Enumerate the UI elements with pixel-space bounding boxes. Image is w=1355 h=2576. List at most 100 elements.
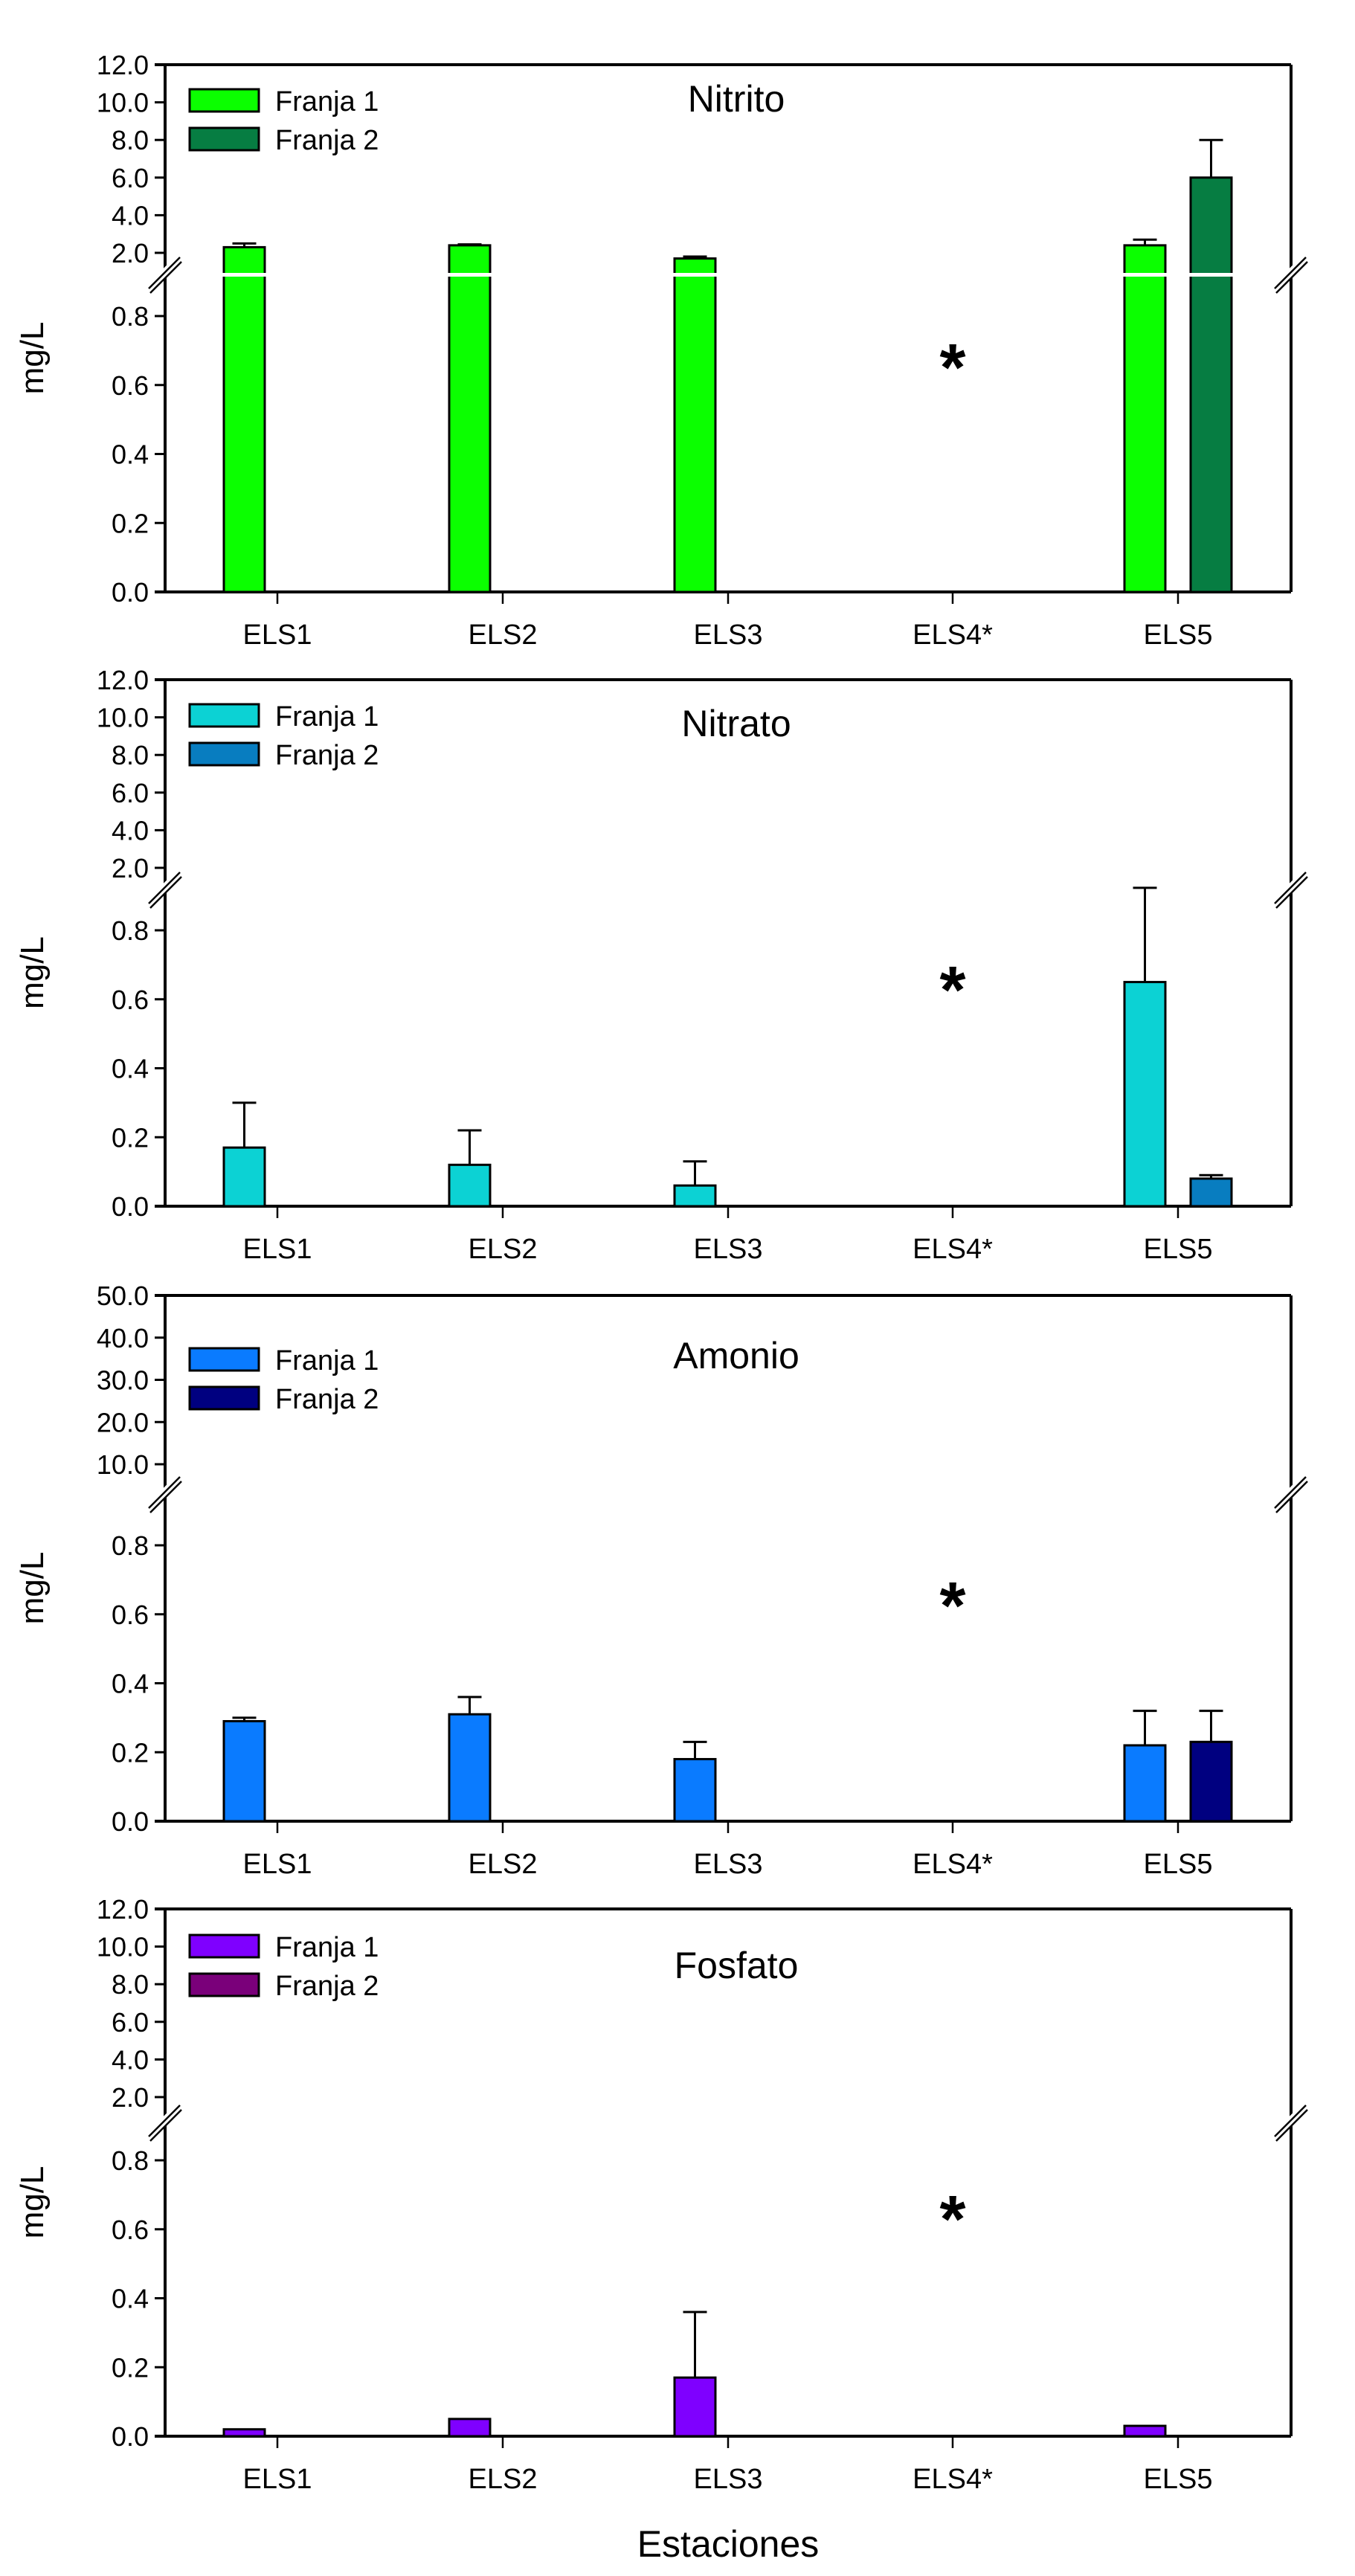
legend-label: Franja 1 xyxy=(275,1932,379,1963)
bar xyxy=(222,1720,266,1823)
y-tick-label: 0.6 xyxy=(112,2215,149,2245)
axis-break-line xyxy=(149,2109,182,2142)
y-tick-label: 40.0 xyxy=(97,1323,149,1353)
x-tick-label: ELS1 xyxy=(243,1849,312,1880)
y-tick-label: 4.0 xyxy=(112,2044,149,2075)
y-tick-label: 12.0 xyxy=(97,50,149,80)
axis-break-line xyxy=(148,872,181,904)
bar-break-gap xyxy=(673,273,717,277)
chart-title: Nitrito xyxy=(688,78,785,120)
axis-break-line xyxy=(1274,257,1307,289)
x-axis-label: Estaciones xyxy=(637,2523,820,2565)
bar xyxy=(1123,1744,1167,1823)
axis-break-line xyxy=(149,261,182,294)
y-tick-label: 2.0 xyxy=(112,853,149,883)
x-tick-label: ELS3 xyxy=(694,2464,763,2495)
chart-title: Amonio xyxy=(673,1335,799,1376)
legend-label: Franja 2 xyxy=(275,1384,379,1415)
legend-label: Franja 2 xyxy=(275,125,379,156)
y-tick-label: 0.8 xyxy=(112,2145,149,2176)
bar-break-gap xyxy=(1123,273,1167,277)
x-tick-label: ELS4* xyxy=(913,1234,993,1265)
y-tick-label: 10.0 xyxy=(97,1932,149,1962)
y-tick-label: 0.4 xyxy=(112,1054,149,1084)
x-tick-label: ELS4* xyxy=(913,619,993,651)
panel-fosfato: 2.0 4.0 6.0 8.0 10.0 12.0 0.0 0.2 0.4 0.6 0.8 ELS1 E… xyxy=(14,1894,1308,2495)
axis-break-line xyxy=(149,876,182,909)
y-tick-label: 0.8 xyxy=(112,1530,149,1561)
y-tick-label: 0.4 xyxy=(112,2284,149,2314)
panel-nitrato: 2.0 4.0 6.0 8.0 10.0 12.0 0.0 0.2 0.4 0.6 0.8 ELS1 E… xyxy=(14,665,1308,1265)
x-tick-label: ELS1 xyxy=(243,619,312,651)
y-tick-label: 0.0 xyxy=(112,1806,149,1837)
bar xyxy=(448,244,492,593)
y-tick-label: 0.2 xyxy=(112,1122,149,1153)
bar xyxy=(1123,2424,1167,2438)
y-tick-label: 0.0 xyxy=(112,1191,149,1222)
y-tick-label: 8.0 xyxy=(112,740,149,770)
asterisk-annotation: * xyxy=(939,331,965,405)
x-tick-label: ELS3 xyxy=(694,1849,763,1880)
y-tick-label: 0.2 xyxy=(112,1737,149,1768)
y-tick-label: 0.0 xyxy=(112,2421,149,2452)
x-tick-label: ELS3 xyxy=(694,1234,763,1265)
bar xyxy=(673,2376,717,2438)
y-tick-label: 0.6 xyxy=(112,985,149,1015)
axis-break-line xyxy=(148,2105,181,2137)
bar-break-gap xyxy=(1189,273,1233,277)
y-tick-label: 0.6 xyxy=(112,370,149,401)
bar xyxy=(222,1146,266,1208)
x-tick-label: ELS3 xyxy=(694,619,763,651)
y-tick-label: 0.4 xyxy=(112,439,149,470)
y-tick-label: 0.8 xyxy=(112,915,149,946)
axis-break-line xyxy=(1275,2109,1308,2142)
y-tick-label: 10.0 xyxy=(97,88,149,118)
y-tick-label: 10.0 xyxy=(97,1449,149,1480)
axis-break-line xyxy=(1275,261,1308,294)
legend-swatch xyxy=(188,1933,260,1959)
y-tick-label: 6.0 xyxy=(112,163,149,193)
y-axis-label: mg/L xyxy=(14,322,51,395)
bar xyxy=(1189,1177,1233,1208)
legend-swatch xyxy=(188,1972,260,1997)
y-tick-label: 12.0 xyxy=(97,1894,149,1925)
panel-nitrito: 2.0 4.0 6.0 8.0 10.0 12.0 0.0 0.2 0.4 0.6 0.8 ELS1 E… xyxy=(14,50,1308,651)
legend-swatch xyxy=(188,703,260,728)
bar xyxy=(673,1184,717,1208)
y-tick-label: 0.2 xyxy=(112,508,149,538)
y-tick-label: 0.4 xyxy=(112,1669,149,1699)
x-tick-label: ELS2 xyxy=(469,2464,538,2495)
axis-break-line xyxy=(1274,872,1307,904)
y-axis-label: mg/L xyxy=(14,936,51,1009)
y-tick-label: 0.0 xyxy=(112,577,149,608)
y-tick-label: 8.0 xyxy=(112,1969,149,2000)
y-tick-label: 10.0 xyxy=(97,703,149,733)
legend-label: Franja 1 xyxy=(275,701,379,732)
x-tick-label: ELS4* xyxy=(913,2464,993,2495)
bar-break-gap xyxy=(222,273,266,277)
axis-break-line xyxy=(1275,876,1308,909)
bar xyxy=(1189,176,1233,593)
y-tick-label: 0.2 xyxy=(112,2352,149,2383)
x-tick-label: ELS5 xyxy=(1144,1234,1213,1265)
axis-break-line xyxy=(1275,1481,1308,1513)
y-tick-label: 4.0 xyxy=(112,815,149,846)
bar xyxy=(1123,244,1167,593)
axis-break-line xyxy=(148,257,181,289)
bar xyxy=(1123,981,1167,1208)
x-tick-label: ELS5 xyxy=(1144,619,1213,651)
asterisk-annotation: * xyxy=(939,2183,965,2257)
y-tick-label: 6.0 xyxy=(112,2007,149,2038)
y-tick-label: 20.0 xyxy=(97,1407,149,1437)
legend-swatch xyxy=(188,1385,260,1411)
y-tick-label: 0.8 xyxy=(112,301,149,332)
x-tick-label: ELS1 xyxy=(243,1234,312,1265)
chart-title: Fosfato xyxy=(675,1945,799,1986)
bar xyxy=(448,1713,492,1823)
panel-amonio: 10.0 20.0 30.0 40.0 50.0 0.0 0.2 0.4 0.6 0.8 ELS1 E… xyxy=(14,1281,1308,1880)
axis-break-line xyxy=(148,1476,181,1509)
x-tick-label: ELS2 xyxy=(469,1234,538,1265)
bar xyxy=(448,2418,492,2438)
asterisk-annotation: * xyxy=(939,1569,965,1643)
